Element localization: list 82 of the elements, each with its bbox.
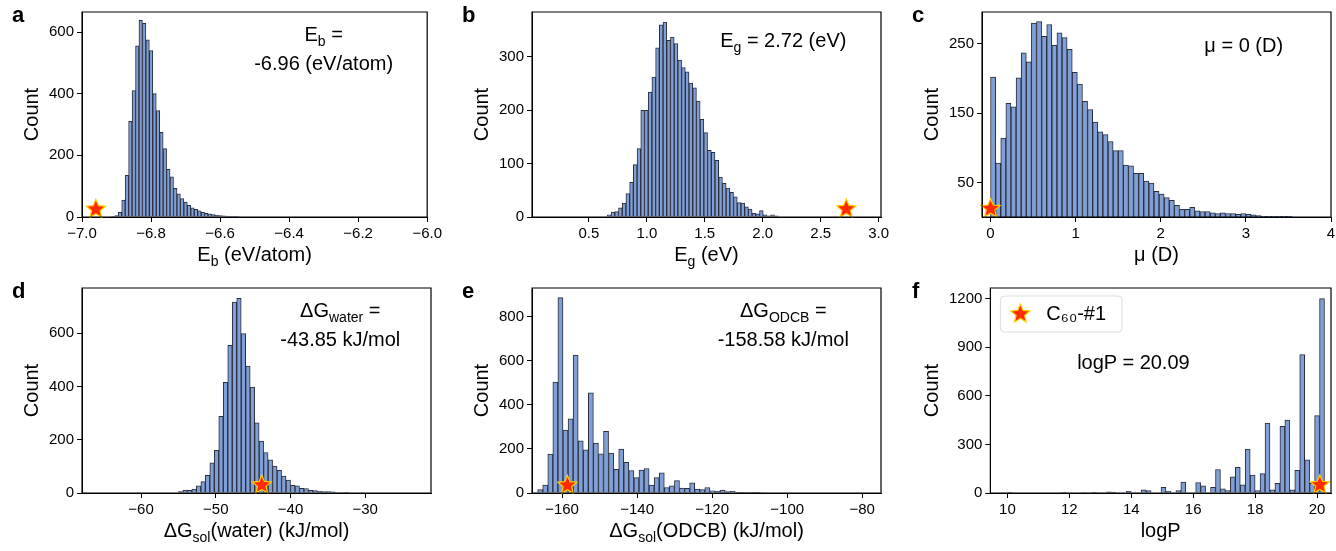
y-tick-label: 200 [499, 439, 525, 457]
y-tick-label: 200 [49, 429, 75, 447]
chart-title: b [462, 2, 476, 28]
annotation: ΔG$_{water}$ = -43.85 kJ/mol [280, 298, 401, 352]
x-tick-label: −140 [620, 500, 654, 518]
y-tick-label: 300 [499, 46, 525, 64]
x-tick-label: −40 [277, 500, 304, 518]
y-tick-label: 400 [49, 83, 75, 101]
y-tick-label: 50 [957, 172, 975, 190]
y-tick-label: 1200 [948, 288, 983, 306]
x-tick-label: 16 [1184, 500, 1202, 518]
x-tick-label: 3 [1241, 224, 1251, 242]
annotation: logP = 20.09 [1077, 349, 1190, 375]
y-tick-label: 600 [957, 385, 983, 403]
x-tick-label: 2.0 [752, 224, 774, 242]
y-tick-label: 200 [499, 100, 525, 118]
x-tick-label: −6.8 [136, 224, 166, 242]
x-tick-label: −120 [695, 500, 730, 518]
y-tick-label: 600 [49, 323, 75, 341]
y-axis-title: Count [19, 363, 42, 418]
y-tick-label: 400 [499, 394, 525, 412]
y-tick-label: 600 [499, 350, 525, 368]
annotation: ΔG$_{ODCB}$ = -158.58 kJ/mol [717, 298, 849, 352]
x-axis-title: μ (D) [1134, 243, 1179, 266]
y-tick-label: 250 [949, 34, 975, 51]
y-tick-label: 900 [957, 337, 983, 355]
chart-title: e [462, 278, 475, 304]
y-tick-label: 400 [49, 376, 75, 394]
y-axis-title: Count [19, 87, 42, 142]
chart-title: c [912, 2, 925, 28]
x-tick-label: −80 [849, 500, 875, 518]
y-tick-label: 800 [499, 306, 525, 324]
x-tick-label: 2 [1156, 224, 1165, 242]
x-tick-label: −100 [770, 500, 805, 518]
x-axis-title: E$_{g}$ (eV) [674, 243, 739, 269]
y-tick-label: 0 [65, 207, 75, 225]
x-tick-label: −6.4 [274, 224, 304, 242]
x-tick-label: 20 [1308, 500, 1326, 518]
x-tick-label: 0.5 [578, 224, 600, 242]
x-axis-title: logP [1140, 519, 1181, 542]
x-tick-label: 0 [986, 224, 995, 242]
x-tick-label: 12 [1060, 500, 1078, 518]
annotation: μ = 0 (D) [1204, 32, 1284, 58]
x-tick-label: 1.0 [636, 224, 658, 242]
y-tick-label: 0 [974, 483, 983, 501]
y-tick-label: 200 [49, 145, 75, 163]
x-tick-label: −50 [203, 500, 229, 518]
y-tick-label: 0 [515, 483, 525, 501]
x-tick-label: −6.2 [343, 224, 373, 242]
x-tick-label: 10 [999, 500, 1016, 518]
x-tick-label: 18 [1246, 500, 1264, 518]
annotation: E$_{b}$ = -6.96 (eV/atom) [254, 22, 394, 76]
y-tick-label: 0 [515, 207, 525, 225]
y-axis-title: Count [919, 363, 942, 418]
x-tick-label: 1.5 [694, 224, 716, 242]
y-axis-title: Count [919, 87, 942, 142]
x-tick-label: 2.5 [810, 224, 832, 242]
chart-title: f [912, 278, 920, 304]
y-tick-label: 150 [949, 103, 975, 121]
x-tick-label: 1 [1071, 224, 1080, 242]
x-tick-label: −7.0 [67, 224, 97, 242]
x-axis-title: ΔG$_{sol}$(water) (kJ/mol) [163, 519, 350, 545]
y-tick-label: 300 [957, 434, 983, 452]
x-tick-label: −6.6 [205, 224, 235, 242]
y-tick-label: 100 [499, 153, 525, 171]
x-tick-label: −6.0 [412, 224, 443, 242]
chart-title: d [12, 278, 26, 304]
y-axis-title: Count [469, 363, 492, 418]
x-tick-label: −160 [545, 500, 579, 518]
x-tick-label: −60 [128, 500, 154, 518]
chart-title: a [12, 2, 25, 28]
x-tick-label: 14 [1122, 500, 1140, 518]
legend-label: C₆₀-#1 [1046, 301, 1107, 324]
x-axis-title: ΔG$_{sol}$(ODCB) (kJ/mol) [609, 519, 804, 545]
x-tick-label: −30 [352, 500, 378, 518]
annotation: E$_{g}$ = 2.72 (eV) [720, 28, 847, 57]
x-tick-label: 4 [1326, 224, 1336, 242]
x-tick-label: 3.0 [868, 224, 890, 242]
x-axis-title: E$_{b}$ (eV/atom) [197, 243, 312, 269]
y-tick-label: 0 [65, 483, 75, 501]
y-axis-title: Count [469, 87, 492, 142]
y-tick-label: 600 [49, 22, 75, 40]
